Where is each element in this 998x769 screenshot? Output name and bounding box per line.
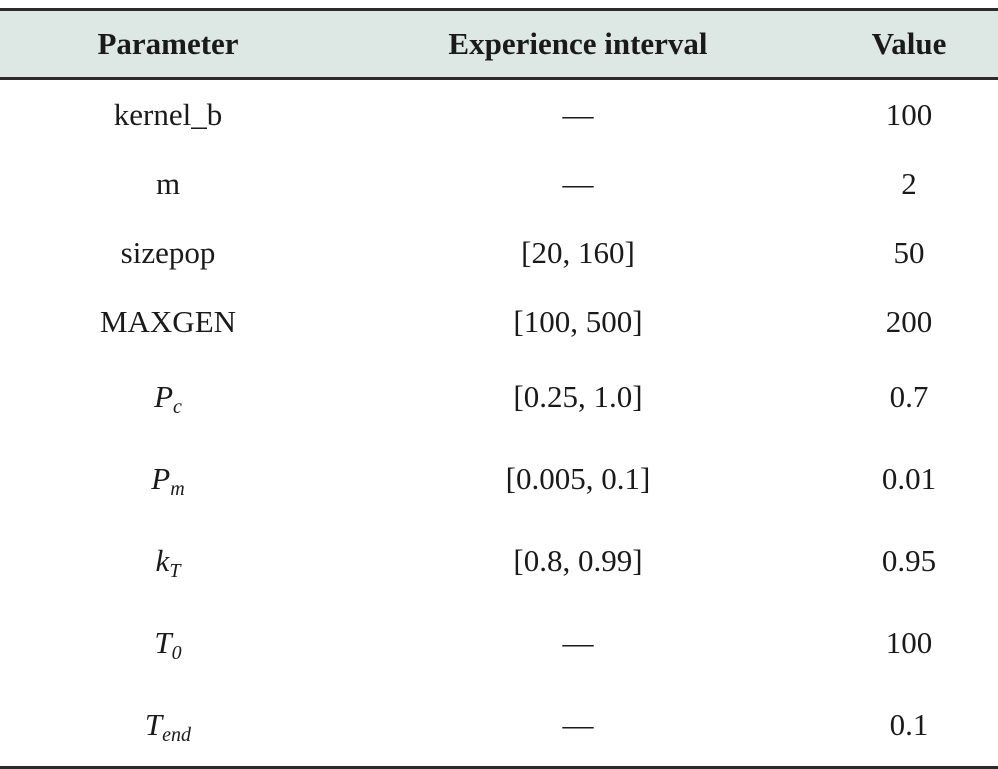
- value-cell: 100: [885, 96, 933, 132]
- table-top-rule: [0, 8, 998, 11]
- table-header-row: Parameter Experience interval Value: [0, 11, 998, 77]
- table-row: sizepop [20, 160] 50: [0, 218, 998, 287]
- interval-cell: [20, 160]: [521, 234, 635, 270]
- table-row: Tend — 0.1: [0, 684, 998, 766]
- value-cell: 0.1: [889, 707, 929, 742]
- table-header-rule: [0, 77, 998, 80]
- table-bottom-rule: [0, 766, 998, 769]
- table-row: kT [0.8, 0.99] 0.95: [0, 520, 998, 602]
- param-subscript: end: [162, 724, 192, 746]
- param-symbol: T0: [154, 625, 181, 664]
- table-row: kernel_b — 100: [0, 80, 998, 149]
- table-body: kernel_b — 100 m — 2 sizepop [20, 160] 5…: [0, 80, 998, 766]
- table-row: Pm [0.005, 0.1] 0.01: [0, 438, 998, 520]
- interval-cell: —: [562, 165, 594, 201]
- param-cell: m: [0, 166, 336, 202]
- param-base: k: [155, 543, 170, 578]
- table-row: MAXGEN [100, 500] 200: [0, 287, 998, 356]
- param-cell: T0: [0, 625, 336, 664]
- value-cell: 100: [885, 625, 933, 660]
- table-row: Pc [0.25, 1.0] 0.7: [0, 356, 998, 438]
- parameter-table: Parameter Experience interval Value kern…: [0, 8, 998, 769]
- value-cell: 0.95: [881, 543, 937, 578]
- param-symbol: kT: [155, 543, 181, 582]
- param-cell: MAXGEN: [0, 304, 336, 340]
- param-cell: kT: [0, 543, 336, 582]
- param-subscript: 0: [171, 642, 182, 664]
- param-subscript: m: [170, 478, 185, 500]
- param-subscript: T: [169, 560, 181, 582]
- value-cell: 0.7: [889, 379, 929, 414]
- param-cell: sizepop: [0, 235, 336, 271]
- interval-cell: [0.25, 1.0]: [513, 379, 643, 414]
- value-cell: 2: [901, 165, 917, 201]
- header-value: Value: [871, 26, 947, 61]
- param-name: m: [155, 165, 181, 201]
- interval-cell: [0.8, 0.99]: [513, 543, 643, 578]
- param-symbol: Pm: [151, 461, 184, 500]
- param-cell: Pc: [0, 379, 336, 418]
- header-experience-interval: Experience interval: [448, 26, 708, 61]
- value-cell: 50: [893, 234, 925, 270]
- interval-cell: —: [562, 707, 594, 742]
- header-parameter: Parameter: [97, 26, 239, 61]
- table-row: T0 — 100: [0, 602, 998, 684]
- param-name: sizepop: [120, 234, 216, 270]
- param-subscript: c: [173, 396, 182, 418]
- table-row: m — 2: [0, 149, 998, 218]
- interval-cell: —: [562, 96, 594, 132]
- value-cell: 200: [885, 303, 933, 339]
- interval-cell: [0.005, 0.1]: [505, 461, 651, 496]
- param-name: kernel_b: [113, 96, 223, 132]
- param-base: T: [144, 707, 163, 742]
- interval-cell: —: [562, 625, 594, 660]
- param-cell: Tend: [0, 707, 336, 746]
- param-base: P: [154, 379, 174, 414]
- param-name: MAXGEN: [99, 303, 237, 339]
- param-cell: Pm: [0, 461, 336, 500]
- param-symbol: Tend: [144, 707, 191, 746]
- param-base: T: [154, 625, 172, 660]
- param-symbol: Pc: [154, 379, 182, 418]
- param-base: P: [151, 461, 171, 496]
- value-cell: 0.01: [881, 461, 937, 496]
- param-cell: kernel_b: [0, 97, 336, 133]
- interval-cell: [100, 500]: [513, 303, 643, 339]
